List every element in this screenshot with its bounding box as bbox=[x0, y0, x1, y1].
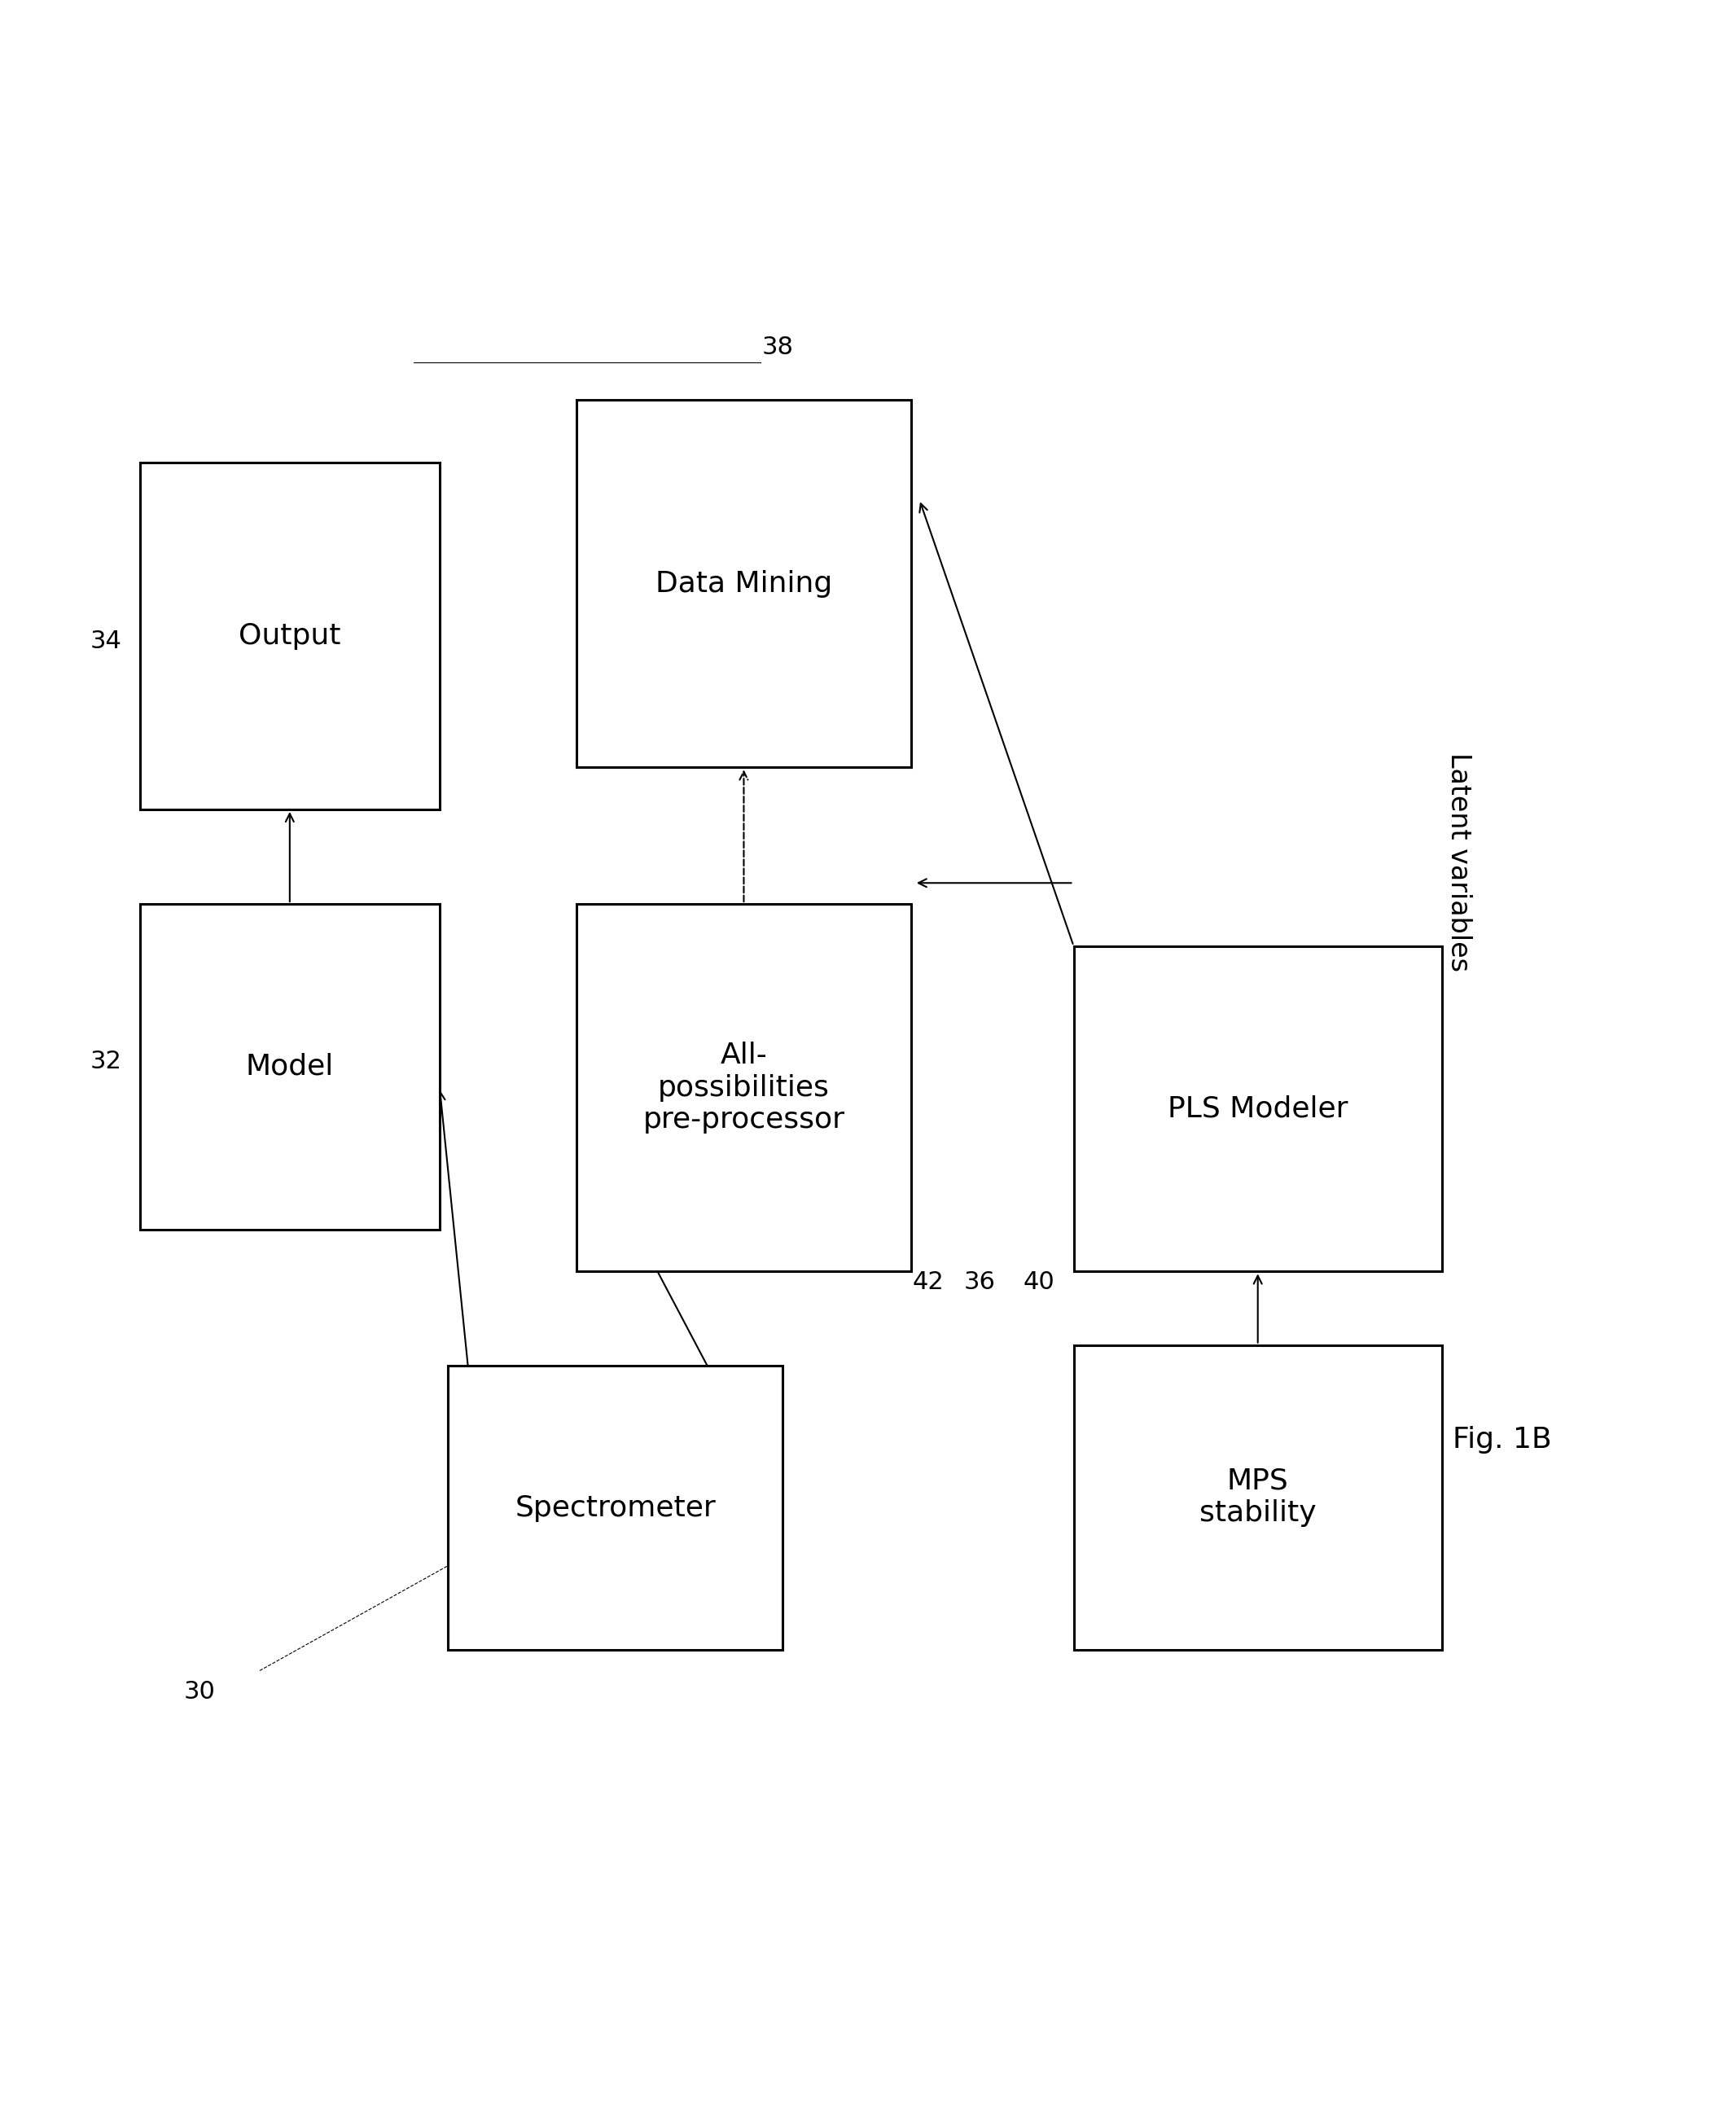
Bar bbox=[141, 463, 439, 809]
Text: Spectrometer: Spectrometer bbox=[516, 1495, 715, 1522]
Text: Fig. 1B: Fig. 1B bbox=[1453, 1427, 1552, 1454]
Bar bbox=[448, 1365, 783, 1650]
Text: 30: 30 bbox=[184, 1679, 215, 1703]
Bar bbox=[1073, 947, 1443, 1272]
Bar bbox=[141, 904, 439, 1229]
Text: Data Mining: Data Mining bbox=[654, 569, 832, 597]
Text: Model: Model bbox=[247, 1053, 333, 1081]
Text: 32: 32 bbox=[90, 1049, 122, 1074]
Text: 36: 36 bbox=[963, 1270, 995, 1293]
Text: MPS
stability: MPS stability bbox=[1200, 1467, 1316, 1526]
Text: 40: 40 bbox=[1024, 1270, 1055, 1293]
Bar bbox=[576, 399, 911, 766]
Text: PLS Modeler: PLS Modeler bbox=[1168, 1095, 1347, 1123]
Text: Output: Output bbox=[238, 622, 340, 650]
Bar bbox=[576, 904, 911, 1272]
Bar bbox=[1073, 1346, 1443, 1650]
Text: Latent variables: Latent variables bbox=[1446, 752, 1472, 972]
Text: 42: 42 bbox=[911, 1270, 944, 1293]
Text: 34: 34 bbox=[90, 631, 122, 654]
Text: 38: 38 bbox=[762, 335, 793, 359]
Text: All-
possibilities
pre-processor: All- possibilities pre-processor bbox=[642, 1042, 845, 1134]
